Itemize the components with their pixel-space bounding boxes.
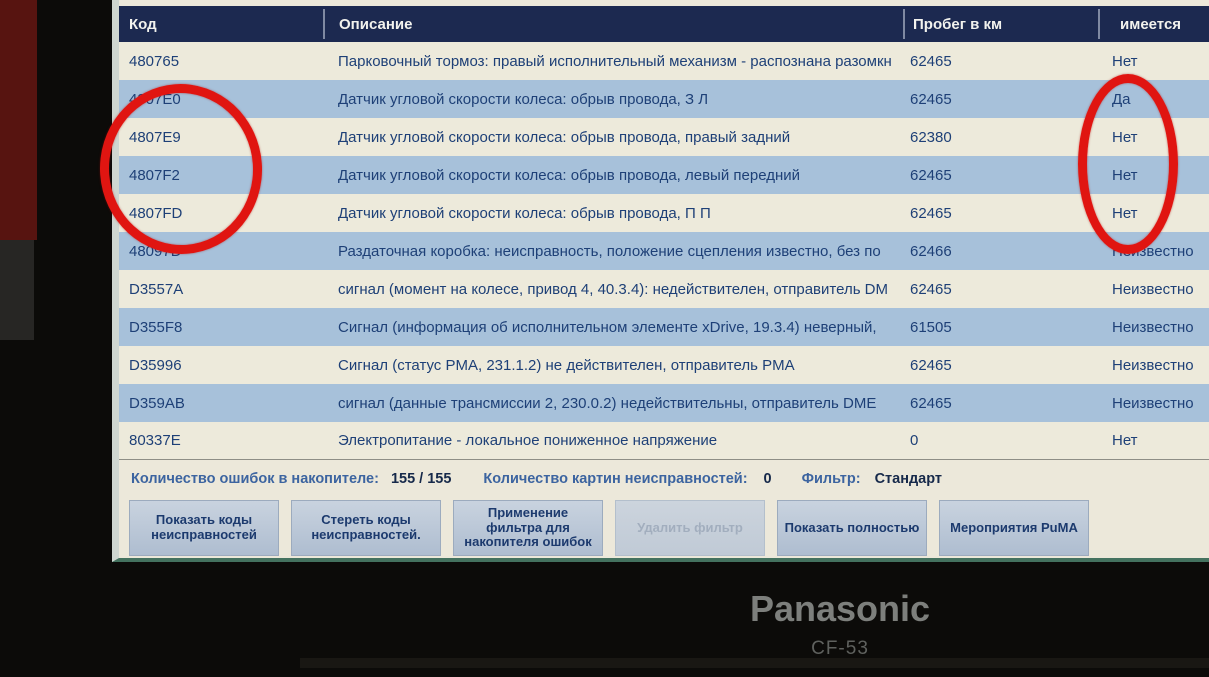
table-row[interactable]: 4807E9 Датчик угловой скорости колеса: о… (119, 118, 1209, 156)
patterns-count-label: Количество картин неисправностей: (483, 471, 748, 487)
fault-code-cell: 4807E0 (129, 90, 181, 108)
action-button-bar: Показать коды неисправностей Стереть коды… (119, 498, 1209, 558)
column-divider (323, 9, 325, 39)
table-row[interactable]: 4807E0 Датчик угловой скорости колеса: о… (119, 80, 1209, 118)
action-button[interactable]: Показать коды неисправностей (129, 500, 279, 556)
present-cell: Неизвестно (1112, 318, 1194, 336)
fault-description-cell: сигнал (момент на колесе, привод 4, 40.3… (338, 280, 889, 298)
fault-code-cell: 48097D (129, 242, 182, 260)
column-header-mileage: Пробег в км (913, 15, 1003, 33)
desk-reflection (300, 658, 1209, 668)
fault-description-cell: Электропитание - локальное пониженное на… (338, 432, 718, 449)
fault-code-cell: D355F8 (129, 318, 183, 336)
table-row[interactable]: D359AB сигнал (данные трансмиссии 2, 230… (119, 384, 1209, 422)
background-gray-object (0, 240, 34, 340)
fault-table-body: 480765 Парковочный тормоз: правый исполн… (119, 42, 1209, 460)
fault-description-cell: Датчик угловой скорости колеса: обрыв пр… (338, 166, 800, 184)
action-button: Удалить фильтр (615, 500, 765, 556)
mileage-cell: 62380 (910, 128, 952, 146)
table-row[interactable]: 4807F2 Датчик угловой скорости колеса: о… (119, 156, 1209, 194)
mileage-cell: 62465 (910, 356, 952, 374)
action-button[interactable]: Стереть коды неисправностей. (291, 500, 441, 556)
present-cell: Нет (1112, 166, 1138, 184)
filter-label: Фильтр: (801, 471, 861, 487)
present-cell: Нет (1112, 204, 1138, 222)
fault-code-cell: D35996 (129, 356, 182, 374)
background-red-object (0, 0, 37, 240)
table-row[interactable]: 480765 Парковочный тормоз: правый исполн… (119, 42, 1209, 80)
panasonic-logo: Panasonic (749, 588, 931, 629)
column-divider (1098, 9, 1100, 39)
mileage-cell: 62465 (910, 204, 952, 222)
mileage-cell: 61505 (910, 318, 952, 336)
fault-code-cell: D359AB (129, 394, 185, 412)
patterns-count-value: 0 (763, 471, 772, 487)
table-row[interactable]: 48097D Раздаточная коробка: неисправност… (119, 232, 1209, 270)
present-cell: Неизвестно (1112, 356, 1194, 374)
fault-description-cell: Сигнал (информация об исполнительном эле… (338, 318, 877, 336)
column-header-present: имеется (1120, 15, 1182, 33)
present-cell: Нет (1112, 52, 1138, 70)
present-cell: Нет (1112, 128, 1138, 146)
status-bar: Количество ошибок в накопителе: 155 / 15… (119, 461, 1209, 497)
present-cell: Неизвестно (1112, 280, 1194, 298)
table-row[interactable]: 80337E Электропитание - локальное пониже… (119, 422, 1209, 460)
errors-count-value: 155 / 155 (390, 471, 452, 487)
present-cell: Нет (1112, 432, 1138, 449)
column-header-code: Код (129, 15, 157, 33)
mileage-cell: 62466 (910, 242, 952, 260)
column-divider (903, 9, 905, 39)
mileage-cell: 62465 (910, 166, 952, 184)
mileage-cell: 62465 (910, 394, 952, 412)
table-row[interactable]: 4807FD Датчик угловой скорости колеса: о… (119, 194, 1209, 232)
fault-description-cell: Датчик угловой скорости колеса: обрыв пр… (338, 204, 711, 222)
present-cell: Да (1112, 90, 1131, 108)
filter-value: Стандарт (874, 471, 942, 487)
fault-code-cell: 480765 (129, 52, 180, 70)
mileage-cell: 62465 (910, 90, 952, 108)
table-row[interactable]: D35996 Сигнал (статус PMA, 231.1.2) не д… (119, 346, 1209, 384)
fault-table-header: Код Описание Пробег в км имеется (119, 6, 1209, 42)
mileage-cell: 0 (910, 432, 919, 449)
mileage-cell: 62465 (910, 280, 952, 298)
present-cell: Неизвестно (1112, 394, 1194, 412)
column-header-description: Описание (339, 15, 413, 33)
fault-code-cell: 4807F2 (129, 166, 180, 184)
fault-description-cell: сигнал (данные трансмиссии 2, 230.0.2) н… (338, 394, 877, 412)
laptop-screen: Код Описание Пробег в км имеется 480765 … (112, 0, 1209, 562)
action-button[interactable]: Показать полностью (777, 500, 927, 556)
present-cell: Неизвестно (1112, 242, 1194, 260)
action-button[interactable]: Мероприятия PuMA (939, 500, 1089, 556)
fault-code-cell: 4807FD (129, 204, 183, 222)
fault-description-cell: Датчик угловой скорости колеса: обрыв пр… (338, 90, 709, 108)
fault-code-cell: 80337E (129, 432, 181, 449)
laptop-model-label: CF-53 (811, 638, 869, 659)
fault-description-cell: Раздаточная коробка: неисправность, поло… (338, 242, 881, 260)
table-row[interactable]: D355F8 Сигнал (информация об исполнитель… (119, 308, 1209, 346)
mileage-cell: 62465 (910, 52, 952, 70)
fault-description-cell: Сигнал (статус PMA, 231.1.2) не действит… (338, 356, 795, 374)
fault-description-cell: Парковочный тормоз: правый исполнительны… (338, 52, 892, 70)
fault-description-cell: Датчик угловой скорости колеса: обрыв пр… (338, 128, 791, 146)
fault-code-cell: D3557A (129, 280, 184, 298)
errors-count-label: Количество ошибок в накопителе: (131, 471, 379, 487)
fault-code-cell: 4807E9 (129, 128, 181, 146)
table-row[interactable]: D3557A сигнал (момент на колесе, привод … (119, 270, 1209, 308)
action-button[interactable]: Применение фильтра для накопителя ошибок (453, 500, 603, 556)
